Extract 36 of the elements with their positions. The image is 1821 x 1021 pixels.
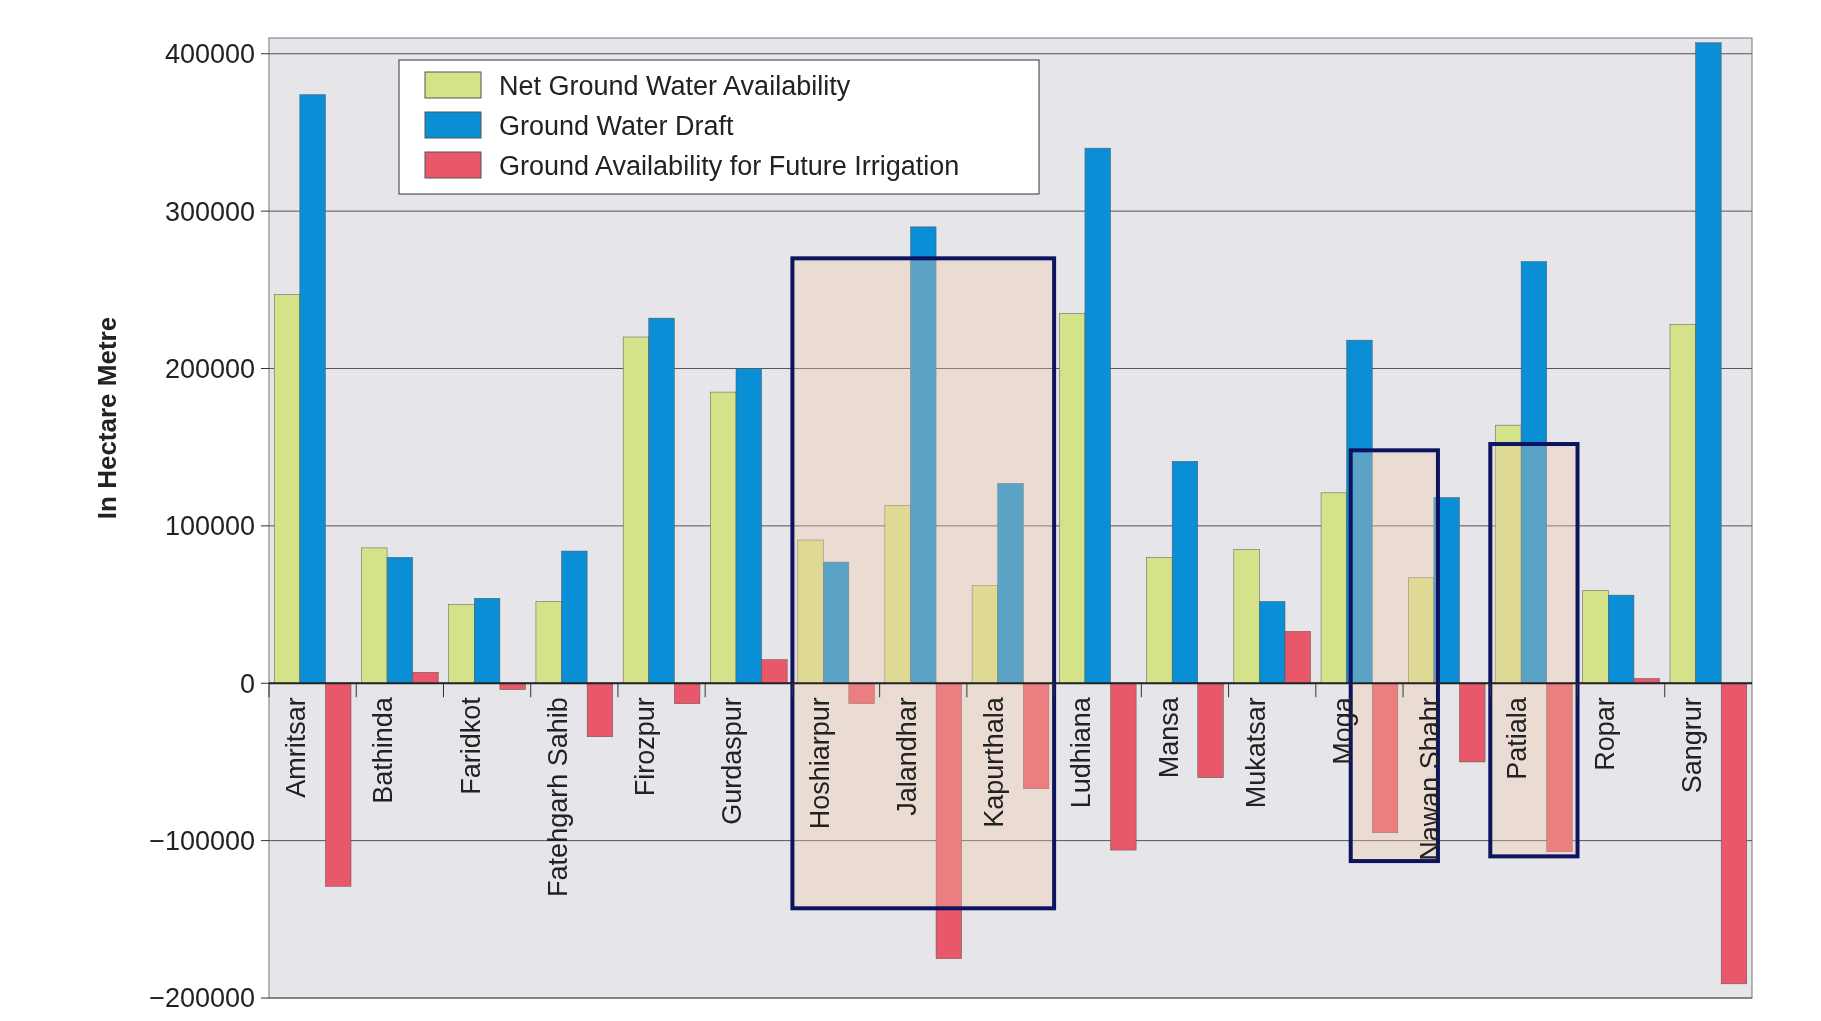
x-tick-label: Ropar	[1589, 697, 1620, 771]
y-tick-label: 100000	[164, 511, 255, 542]
x-tick-label: Bathinda	[368, 696, 399, 804]
legend-label: Ground Water Draft	[499, 111, 735, 142]
bar	[674, 683, 701, 704]
x-tick-label: Fatehgarh Sahib	[542, 697, 573, 897]
y-axis-title: In Hectare Metre	[92, 316, 122, 520]
legend-label: Ground Availability for Future Irrigation	[499, 151, 960, 182]
x-tick-label: Sangrur	[1676, 697, 1707, 794]
x-tick-label: Faridkot	[455, 696, 486, 795]
x-tick-label: Mukatsar	[1240, 697, 1271, 809]
x-tick-label: Hoshiarpur	[804, 697, 835, 830]
x-tick-label: Gurdaspur	[717, 697, 748, 825]
x-tick-label: Moga	[1328, 696, 1358, 765]
x-tick-label: Nawan Shahr	[1415, 697, 1446, 861]
y-tick-label: 300000	[164, 196, 255, 227]
bar	[1023, 683, 1050, 789]
x-tick-label: Firozpur	[630, 697, 661, 797]
y-tick-label: 0	[239, 668, 255, 699]
x-tick-label: Amritsar	[281, 697, 312, 798]
bar	[499, 683, 526, 690]
x-tick-label: Patiala	[1502, 696, 1533, 780]
bar	[1371, 683, 1399, 833]
y-tick-label: −100000	[149, 826, 255, 857]
y-tick-label: 200000	[164, 353, 255, 384]
legend-label: Net Ground Water Availability	[499, 71, 851, 102]
y-tick-label: 400000	[164, 39, 255, 70]
bar	[848, 683, 875, 704]
bar	[1197, 683, 1224, 778]
x-tick-label: Kapurthala	[979, 696, 1010, 828]
bar	[586, 683, 613, 737]
y-tick-label: −200000	[149, 983, 255, 1014]
x-tick-label: Jalandhar	[891, 697, 922, 816]
bar	[1459, 683, 1486, 763]
x-tick-label: Mansa	[1153, 696, 1184, 779]
x-tick-label: Ludhiana	[1066, 696, 1097, 809]
